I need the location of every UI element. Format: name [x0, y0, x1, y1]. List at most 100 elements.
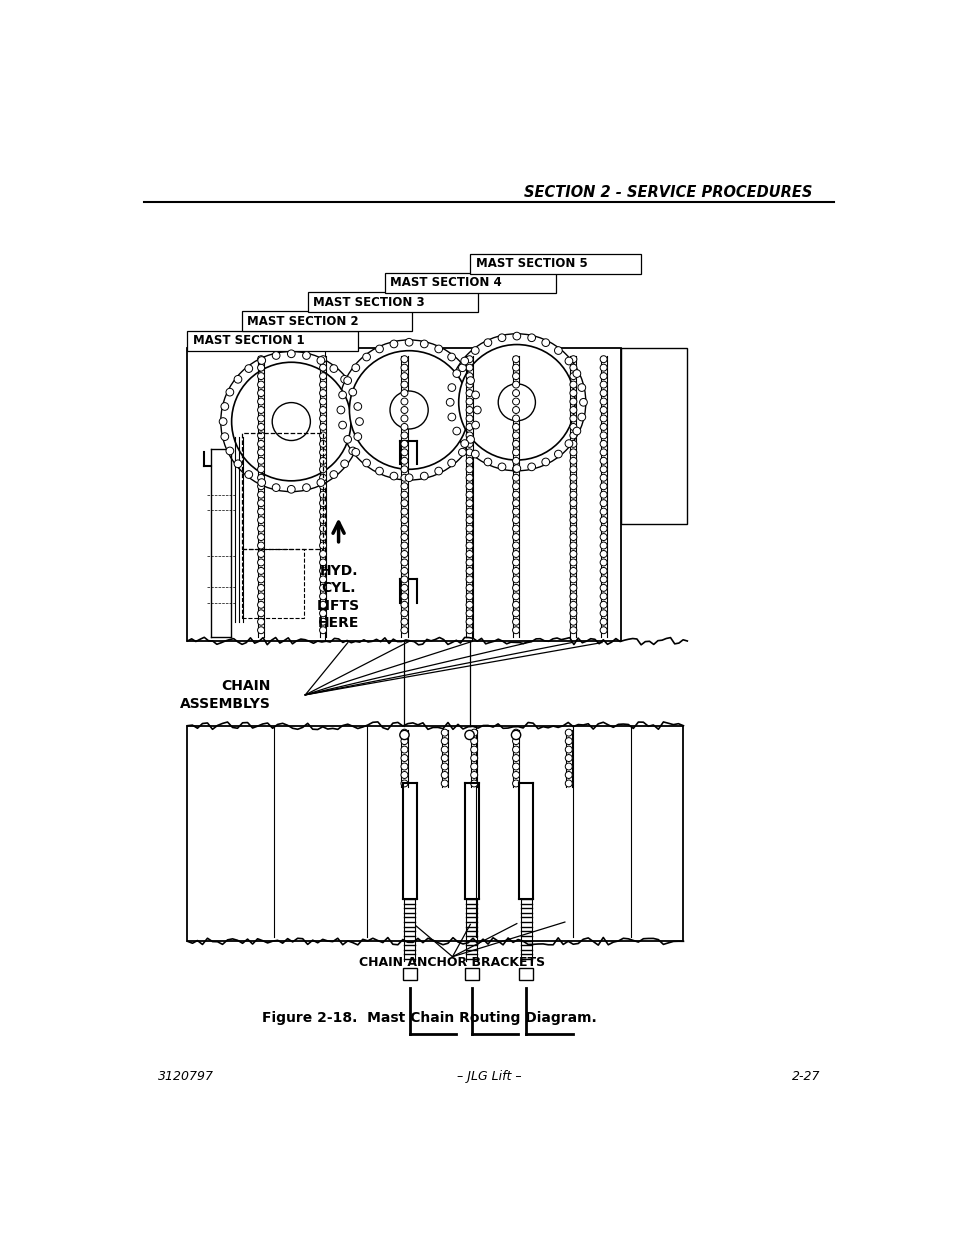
- Circle shape: [569, 424, 577, 431]
- Circle shape: [400, 542, 408, 550]
- Circle shape: [599, 500, 606, 506]
- Circle shape: [354, 403, 361, 410]
- Circle shape: [226, 388, 233, 396]
- Circle shape: [257, 457, 264, 464]
- Circle shape: [599, 457, 606, 464]
- Circle shape: [512, 382, 519, 388]
- Circle shape: [569, 457, 577, 464]
- Circle shape: [599, 626, 606, 634]
- Circle shape: [400, 441, 408, 447]
- Circle shape: [319, 508, 326, 515]
- Circle shape: [447, 333, 585, 471]
- Circle shape: [400, 424, 408, 431]
- Circle shape: [257, 626, 264, 634]
- Circle shape: [257, 500, 264, 506]
- Circle shape: [470, 772, 477, 778]
- Circle shape: [460, 440, 468, 447]
- Circle shape: [512, 356, 519, 363]
- Bar: [241, 548, 303, 618]
- Circle shape: [405, 474, 413, 482]
- Circle shape: [569, 500, 577, 506]
- Circle shape: [287, 485, 294, 493]
- Circle shape: [541, 458, 549, 466]
- Circle shape: [470, 781, 477, 787]
- Circle shape: [330, 364, 337, 373]
- Circle shape: [466, 593, 473, 600]
- Circle shape: [512, 746, 519, 753]
- Circle shape: [441, 755, 448, 762]
- Circle shape: [512, 525, 519, 532]
- Circle shape: [512, 584, 519, 592]
- Circle shape: [441, 729, 448, 736]
- Circle shape: [458, 364, 466, 372]
- Circle shape: [497, 463, 505, 471]
- Circle shape: [466, 364, 473, 370]
- Circle shape: [319, 584, 326, 592]
- Bar: [307, 293, 477, 312]
- Circle shape: [599, 534, 606, 541]
- Circle shape: [330, 471, 337, 478]
- Circle shape: [355, 417, 363, 425]
- Circle shape: [400, 508, 408, 515]
- Circle shape: [470, 755, 477, 762]
- Circle shape: [569, 525, 577, 532]
- Circle shape: [569, 534, 577, 541]
- Circle shape: [319, 619, 326, 625]
- Circle shape: [319, 415, 326, 422]
- Circle shape: [319, 516, 326, 524]
- Circle shape: [257, 576, 264, 583]
- Circle shape: [400, 415, 408, 422]
- Circle shape: [527, 333, 535, 342]
- Circle shape: [569, 389, 577, 396]
- Text: SECTION 2 - SERVICE PROCEDURES: SECTION 2 - SERVICE PROCEDURES: [524, 185, 812, 200]
- Circle shape: [599, 584, 606, 592]
- Circle shape: [319, 364, 326, 370]
- Circle shape: [257, 516, 264, 524]
- Circle shape: [233, 375, 242, 383]
- Circle shape: [257, 559, 264, 566]
- Circle shape: [441, 763, 448, 769]
- Circle shape: [512, 729, 519, 736]
- Circle shape: [466, 373, 473, 379]
- Circle shape: [400, 432, 408, 438]
- Circle shape: [466, 584, 473, 592]
- Text: 2-27: 2-27: [791, 1070, 820, 1083]
- Circle shape: [287, 350, 294, 358]
- Circle shape: [470, 729, 477, 736]
- Circle shape: [420, 472, 428, 480]
- Circle shape: [319, 542, 326, 550]
- Circle shape: [569, 551, 577, 557]
- Circle shape: [599, 474, 606, 482]
- Circle shape: [599, 432, 606, 438]
- Circle shape: [319, 356, 326, 363]
- Circle shape: [400, 584, 408, 592]
- Circle shape: [400, 593, 408, 600]
- Text: MAST SECTION 3: MAST SECTION 3: [313, 295, 424, 309]
- Bar: [241, 433, 323, 548]
- Circle shape: [599, 406, 606, 414]
- Circle shape: [257, 406, 264, 414]
- Circle shape: [441, 737, 448, 745]
- Text: CHAIN
ASSEMBLYS: CHAIN ASSEMBLYS: [179, 679, 270, 710]
- Circle shape: [460, 357, 468, 364]
- Circle shape: [319, 492, 326, 498]
- Circle shape: [400, 601, 408, 609]
- Circle shape: [473, 406, 480, 414]
- Circle shape: [400, 729, 408, 736]
- Circle shape: [272, 352, 280, 359]
- Circle shape: [302, 352, 310, 359]
- Circle shape: [319, 525, 326, 532]
- Circle shape: [375, 467, 383, 475]
- Circle shape: [599, 559, 606, 566]
- Circle shape: [257, 534, 264, 541]
- Circle shape: [512, 389, 519, 396]
- Circle shape: [569, 601, 577, 609]
- Circle shape: [564, 440, 572, 447]
- Circle shape: [578, 414, 585, 421]
- Circle shape: [340, 375, 348, 383]
- Circle shape: [466, 542, 473, 550]
- Circle shape: [319, 601, 326, 609]
- Circle shape: [458, 345, 575, 461]
- Bar: [464, 968, 478, 979]
- Circle shape: [512, 448, 519, 456]
